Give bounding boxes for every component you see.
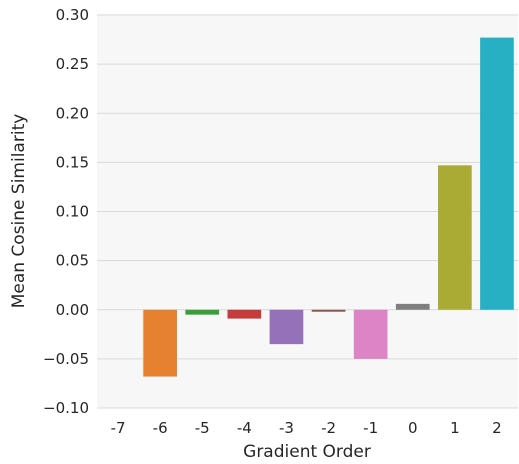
y-tick-label: 0.30 [56, 6, 89, 24]
x-tick-label: -5 [195, 419, 210, 437]
x-tick-label: 0 [408, 419, 418, 437]
bar--3 [269, 309, 304, 345]
x-tick-label: 1 [450, 419, 460, 437]
x-tick-label: -6 [153, 419, 168, 437]
bar-0 [395, 303, 430, 310]
x-tick-label: -1 [363, 419, 378, 437]
x-tick-label: -7 [111, 419, 126, 437]
y-tick-label: 0.20 [56, 104, 89, 122]
bar--5 [185, 309, 220, 315]
y-tick-label: −0.10 [43, 399, 89, 417]
y-axis-label: Mean Cosine Similarity [9, 114, 29, 309]
x-tick-labels: -7 -6 -5 -4 -3 -2 -1 0 1 2 [111, 419, 502, 437]
bar--2 [311, 309, 346, 312]
y-tick-label: −0.05 [43, 350, 89, 368]
bar--4 [227, 309, 262, 319]
y-tick-label: 0.15 [56, 153, 89, 171]
bar-2 [480, 37, 514, 310]
y-tick-label: 0.00 [56, 301, 89, 319]
x-tick-label: -2 [321, 419, 336, 437]
y-tick-labels: −0.10 −0.05 0.00 0.05 0.10 0.15 0.20 0.25 0.30 [43, 6, 89, 417]
x-tick-label: 2 [492, 419, 502, 437]
x-tick-label: -4 [237, 419, 252, 437]
y-tick-label: 0.10 [56, 203, 89, 221]
bars [101, 37, 514, 377]
y-tick-label: 0.25 [56, 55, 89, 73]
bar--6 [143, 309, 177, 377]
x-tick-label: -3 [279, 419, 294, 437]
x-axis-label: Gradient Order [243, 442, 371, 462]
bar-1 [438, 165, 472, 310]
y-tick-label: 0.05 [56, 252, 89, 270]
bar--1 [353, 309, 388, 359]
